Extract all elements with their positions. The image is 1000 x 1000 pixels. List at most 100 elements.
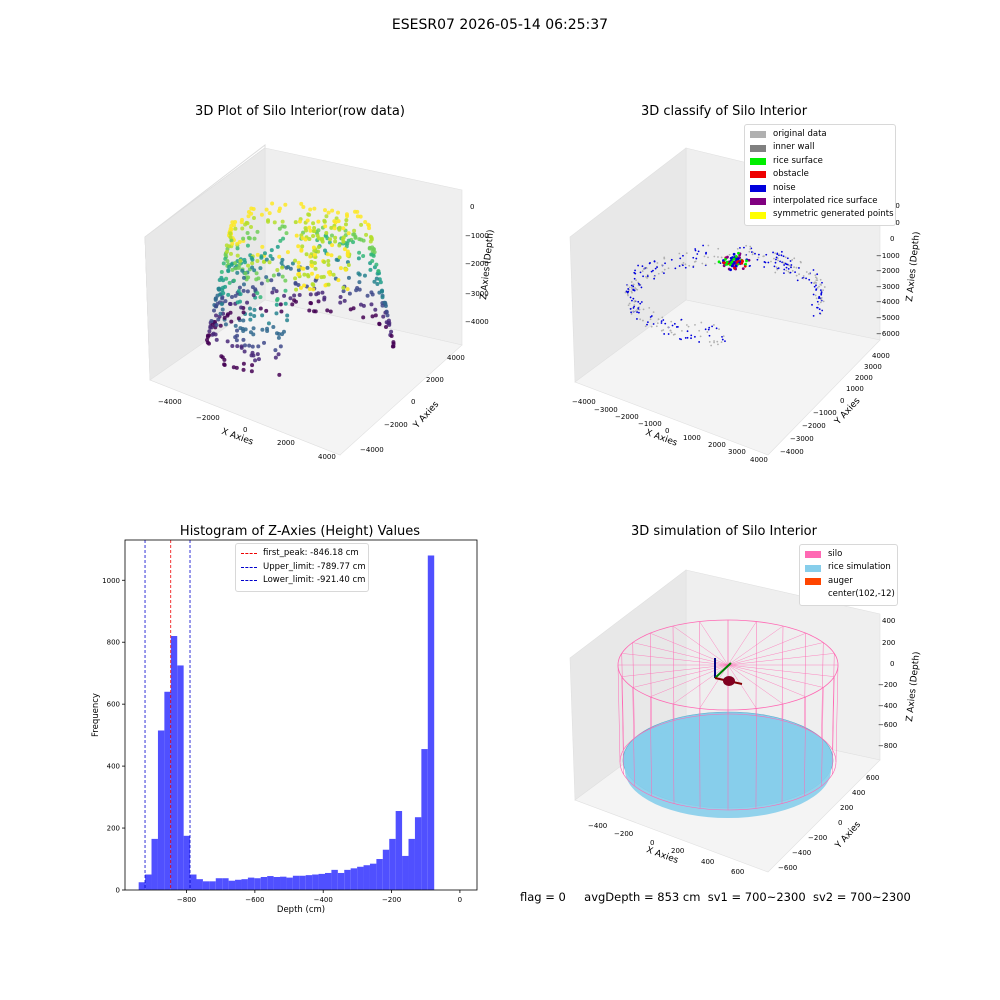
raw-point bbox=[226, 233, 231, 238]
raw-point bbox=[336, 226, 341, 231]
raw-point bbox=[250, 350, 255, 355]
raw-point bbox=[214, 337, 219, 342]
classify-point bbox=[635, 288, 638, 291]
raw-point bbox=[262, 251, 267, 256]
raw-point bbox=[316, 291, 321, 296]
classify-point bbox=[820, 290, 823, 293]
classify-point bbox=[815, 297, 818, 300]
raw-point bbox=[276, 331, 281, 336]
raw-point bbox=[382, 300, 387, 305]
classify-ytick: −1000 bbox=[813, 409, 837, 417]
classify-point bbox=[757, 253, 760, 256]
raw-point bbox=[241, 282, 246, 287]
grid-line bbox=[144, 147, 266, 238]
histogram-bar bbox=[427, 555, 435, 890]
raw-point bbox=[256, 276, 261, 281]
raw-point bbox=[343, 222, 348, 227]
simulation-ztick: −600 bbox=[878, 721, 897, 729]
classify-point bbox=[649, 262, 651, 264]
raw-point bbox=[275, 298, 280, 303]
classify-point bbox=[632, 288, 635, 291]
classify-point bbox=[777, 267, 780, 270]
raw-point bbox=[226, 268, 231, 273]
histogram-bar bbox=[363, 865, 370, 890]
classify-point bbox=[732, 261, 736, 265]
raw-point bbox=[377, 271, 382, 276]
raw-ytick: 2000 bbox=[426, 376, 444, 384]
raw-point bbox=[276, 352, 281, 357]
raw-point bbox=[246, 209, 251, 214]
classify-point bbox=[816, 273, 819, 276]
classify-point bbox=[776, 252, 779, 255]
classify-point bbox=[767, 261, 770, 264]
silo-wire bbox=[835, 664, 839, 763]
histogram-bar bbox=[395, 811, 403, 890]
raw-point bbox=[309, 301, 314, 306]
raw-point bbox=[244, 220, 249, 225]
simulation-ztick: −800 bbox=[878, 742, 897, 750]
classify-point bbox=[819, 297, 822, 300]
raw-point bbox=[267, 260, 272, 265]
classify-point bbox=[632, 289, 635, 291]
classify-point bbox=[762, 255, 765, 258]
raw-point bbox=[283, 202, 288, 207]
raw-point bbox=[315, 233, 320, 238]
classify-point bbox=[680, 318, 683, 321]
histogram-bar bbox=[402, 855, 409, 890]
raw-point bbox=[290, 302, 295, 307]
classify-ytick: 0 bbox=[840, 397, 844, 405]
silo-spoke bbox=[727, 664, 835, 677]
classify-point bbox=[741, 259, 744, 263]
classify-point bbox=[733, 266, 736, 269]
classify-point bbox=[700, 321, 703, 324]
raw-point bbox=[251, 326, 256, 331]
raw-point bbox=[217, 277, 222, 282]
classify-point bbox=[663, 256, 666, 259]
simulation-panel-title: 3D simulation of Silo Interior bbox=[631, 524, 817, 539]
histogram-bar bbox=[286, 877, 293, 890]
classify-point bbox=[748, 250, 751, 253]
silo-spoke bbox=[699, 621, 729, 666]
raw-point bbox=[239, 220, 244, 225]
classify-point bbox=[636, 311, 638, 313]
raw-point bbox=[300, 266, 305, 271]
raw-point bbox=[285, 313, 290, 318]
histogram-bar bbox=[312, 874, 319, 890]
classify-point bbox=[724, 262, 728, 266]
silo-spoke bbox=[727, 664, 806, 698]
classify-point bbox=[731, 256, 734, 258]
classify-point bbox=[816, 287, 819, 289]
raw-point bbox=[221, 311, 226, 316]
classify-point bbox=[820, 298, 823, 301]
raw-point bbox=[315, 231, 320, 236]
raw-point bbox=[225, 312, 230, 317]
classify-ytick: 3000 bbox=[864, 363, 882, 371]
histogram-ytick-label: 600 bbox=[107, 701, 120, 709]
classify-point bbox=[756, 258, 759, 261]
classify-point bbox=[730, 259, 733, 263]
raw-point bbox=[210, 322, 215, 327]
legend-line bbox=[241, 566, 257, 568]
classify-point bbox=[663, 333, 666, 335]
histogram-bar bbox=[376, 859, 383, 890]
raw-point bbox=[211, 319, 216, 324]
classify-point bbox=[641, 270, 644, 272]
raw-point bbox=[280, 257, 285, 262]
classify-point bbox=[764, 261, 767, 264]
classify-point bbox=[642, 308, 645, 311]
raw-point bbox=[236, 316, 241, 321]
classify-point bbox=[785, 269, 788, 272]
raw-point bbox=[243, 222, 248, 227]
raw-point bbox=[241, 288, 246, 293]
raw-point bbox=[235, 246, 240, 251]
raw-point bbox=[280, 332, 285, 337]
classify-point bbox=[678, 337, 681, 340]
histogram-ytick-label: 400 bbox=[107, 763, 120, 771]
raw-point bbox=[314, 276, 319, 281]
raw-point bbox=[247, 343, 252, 348]
raw-point bbox=[273, 355, 278, 360]
raw-point bbox=[233, 266, 238, 271]
classify-point bbox=[661, 316, 664, 319]
classify-point bbox=[646, 275, 649, 277]
raw-point bbox=[233, 335, 238, 340]
